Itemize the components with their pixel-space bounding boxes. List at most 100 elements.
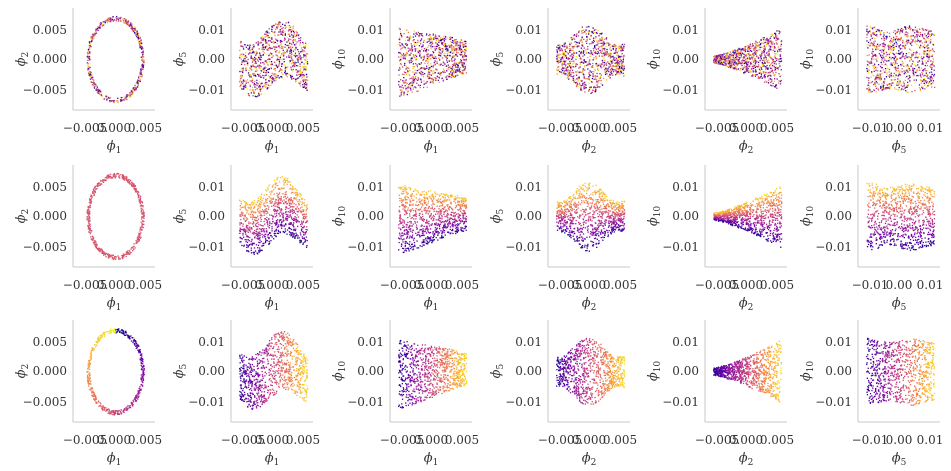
scatter-point <box>116 100 118 102</box>
scatter-point <box>278 52 280 54</box>
scatter-point <box>720 56 723 58</box>
scatter-point <box>755 70 757 73</box>
scatter-point <box>428 76 430 79</box>
scatter-point <box>574 82 577 84</box>
scatter-point <box>254 92 256 94</box>
scatter-point <box>728 58 730 61</box>
scatter-point <box>432 79 435 81</box>
y-tick-label: −0.01 <box>347 83 384 97</box>
scatter-point <box>239 81 241 83</box>
scatter-point <box>464 55 466 57</box>
scatter-point <box>590 50 592 52</box>
scatter-point <box>435 57 437 60</box>
scatter-point <box>300 56 302 58</box>
scatter-point <box>300 73 302 75</box>
scatter-point <box>450 46 452 49</box>
scatter-point <box>589 38 591 40</box>
scatter-point <box>914 90 916 92</box>
scatter-point <box>241 71 244 73</box>
scatter-point <box>284 38 286 40</box>
scatter-point <box>459 53 461 56</box>
scatter-point <box>306 82 308 85</box>
scatter-point <box>556 69 558 71</box>
scatter-point <box>752 75 754 77</box>
scatter-point <box>771 62 773 64</box>
scatter-point <box>734 65 736 67</box>
scatter-point <box>926 53 928 55</box>
scatter-point <box>872 50 874 53</box>
scatter-point <box>874 37 876 40</box>
scatter-point <box>902 82 905 84</box>
scatter-point <box>592 62 594 65</box>
scatter-point <box>592 67 595 69</box>
scatter-point <box>580 79 582 82</box>
scatter-point <box>249 84 251 86</box>
scatter-point <box>754 58 756 60</box>
scatter-point <box>303 54 305 56</box>
scatter-point <box>616 73 618 75</box>
scatter-point <box>749 50 752 52</box>
scatter-point <box>771 41 773 43</box>
scatter-point <box>439 73 441 75</box>
scatter-point <box>244 57 246 59</box>
scatter-point <box>302 84 304 86</box>
scatter-point <box>590 81 593 83</box>
scatter-point <box>581 84 584 86</box>
scatter-point <box>900 84 902 86</box>
scatter-point <box>885 63 887 65</box>
scatter-point <box>130 27 132 29</box>
scatter-point <box>758 72 760 74</box>
scatter-point <box>585 40 587 42</box>
scatter-point <box>733 67 735 69</box>
x-axis-label: ϕ2 <box>582 139 597 156</box>
scatter-point <box>404 58 406 60</box>
scatter-point <box>900 59 902 61</box>
scatter-point <box>725 56 727 58</box>
scatter-point <box>299 75 301 78</box>
scatter-point <box>905 40 908 43</box>
scatter-point <box>450 71 452 73</box>
scatter-point <box>140 75 142 77</box>
scatter-point <box>914 39 917 41</box>
scatter-point <box>912 71 915 73</box>
scatter-point <box>575 74 578 76</box>
scatter-point <box>890 58 892 60</box>
scatter-point <box>281 32 284 35</box>
scatter-point <box>886 86 888 89</box>
scatter-point <box>247 72 250 74</box>
scatter-point <box>731 64 733 66</box>
scatter-point <box>464 49 467 51</box>
scatter-point <box>125 19 127 21</box>
scatter-point <box>304 80 306 82</box>
scatter-point <box>241 76 243 78</box>
scatter-point <box>257 43 259 45</box>
scatter-point <box>405 82 407 84</box>
scatter-point <box>91 81 94 84</box>
scatter-point <box>768 77 771 80</box>
scatter-point <box>591 41 593 43</box>
scatter-point <box>418 45 421 47</box>
scatter-point <box>109 101 111 103</box>
scatter-point <box>425 34 428 36</box>
scatter-point <box>453 41 456 43</box>
scatter-point <box>725 63 727 65</box>
scatter-point <box>578 78 580 80</box>
scatter-point <box>609 42 611 44</box>
scatter-point <box>266 31 269 34</box>
scatter-point <box>239 57 241 59</box>
scatter-point <box>249 52 251 54</box>
scatter-point <box>136 36 138 38</box>
scatter-point <box>901 64 903 66</box>
scatter-point <box>769 70 771 72</box>
scatter-point <box>745 45 747 47</box>
scatter-point <box>130 90 132 92</box>
scatter-point <box>745 66 747 68</box>
scatter-point <box>288 38 290 40</box>
scatter-point <box>270 66 272 69</box>
scatter-point <box>928 81 931 83</box>
scatter-point <box>618 69 620 71</box>
scatter-point <box>734 57 737 59</box>
scatter-point <box>268 80 270 82</box>
scatter-point <box>601 84 604 86</box>
scatter-point <box>556 73 558 75</box>
